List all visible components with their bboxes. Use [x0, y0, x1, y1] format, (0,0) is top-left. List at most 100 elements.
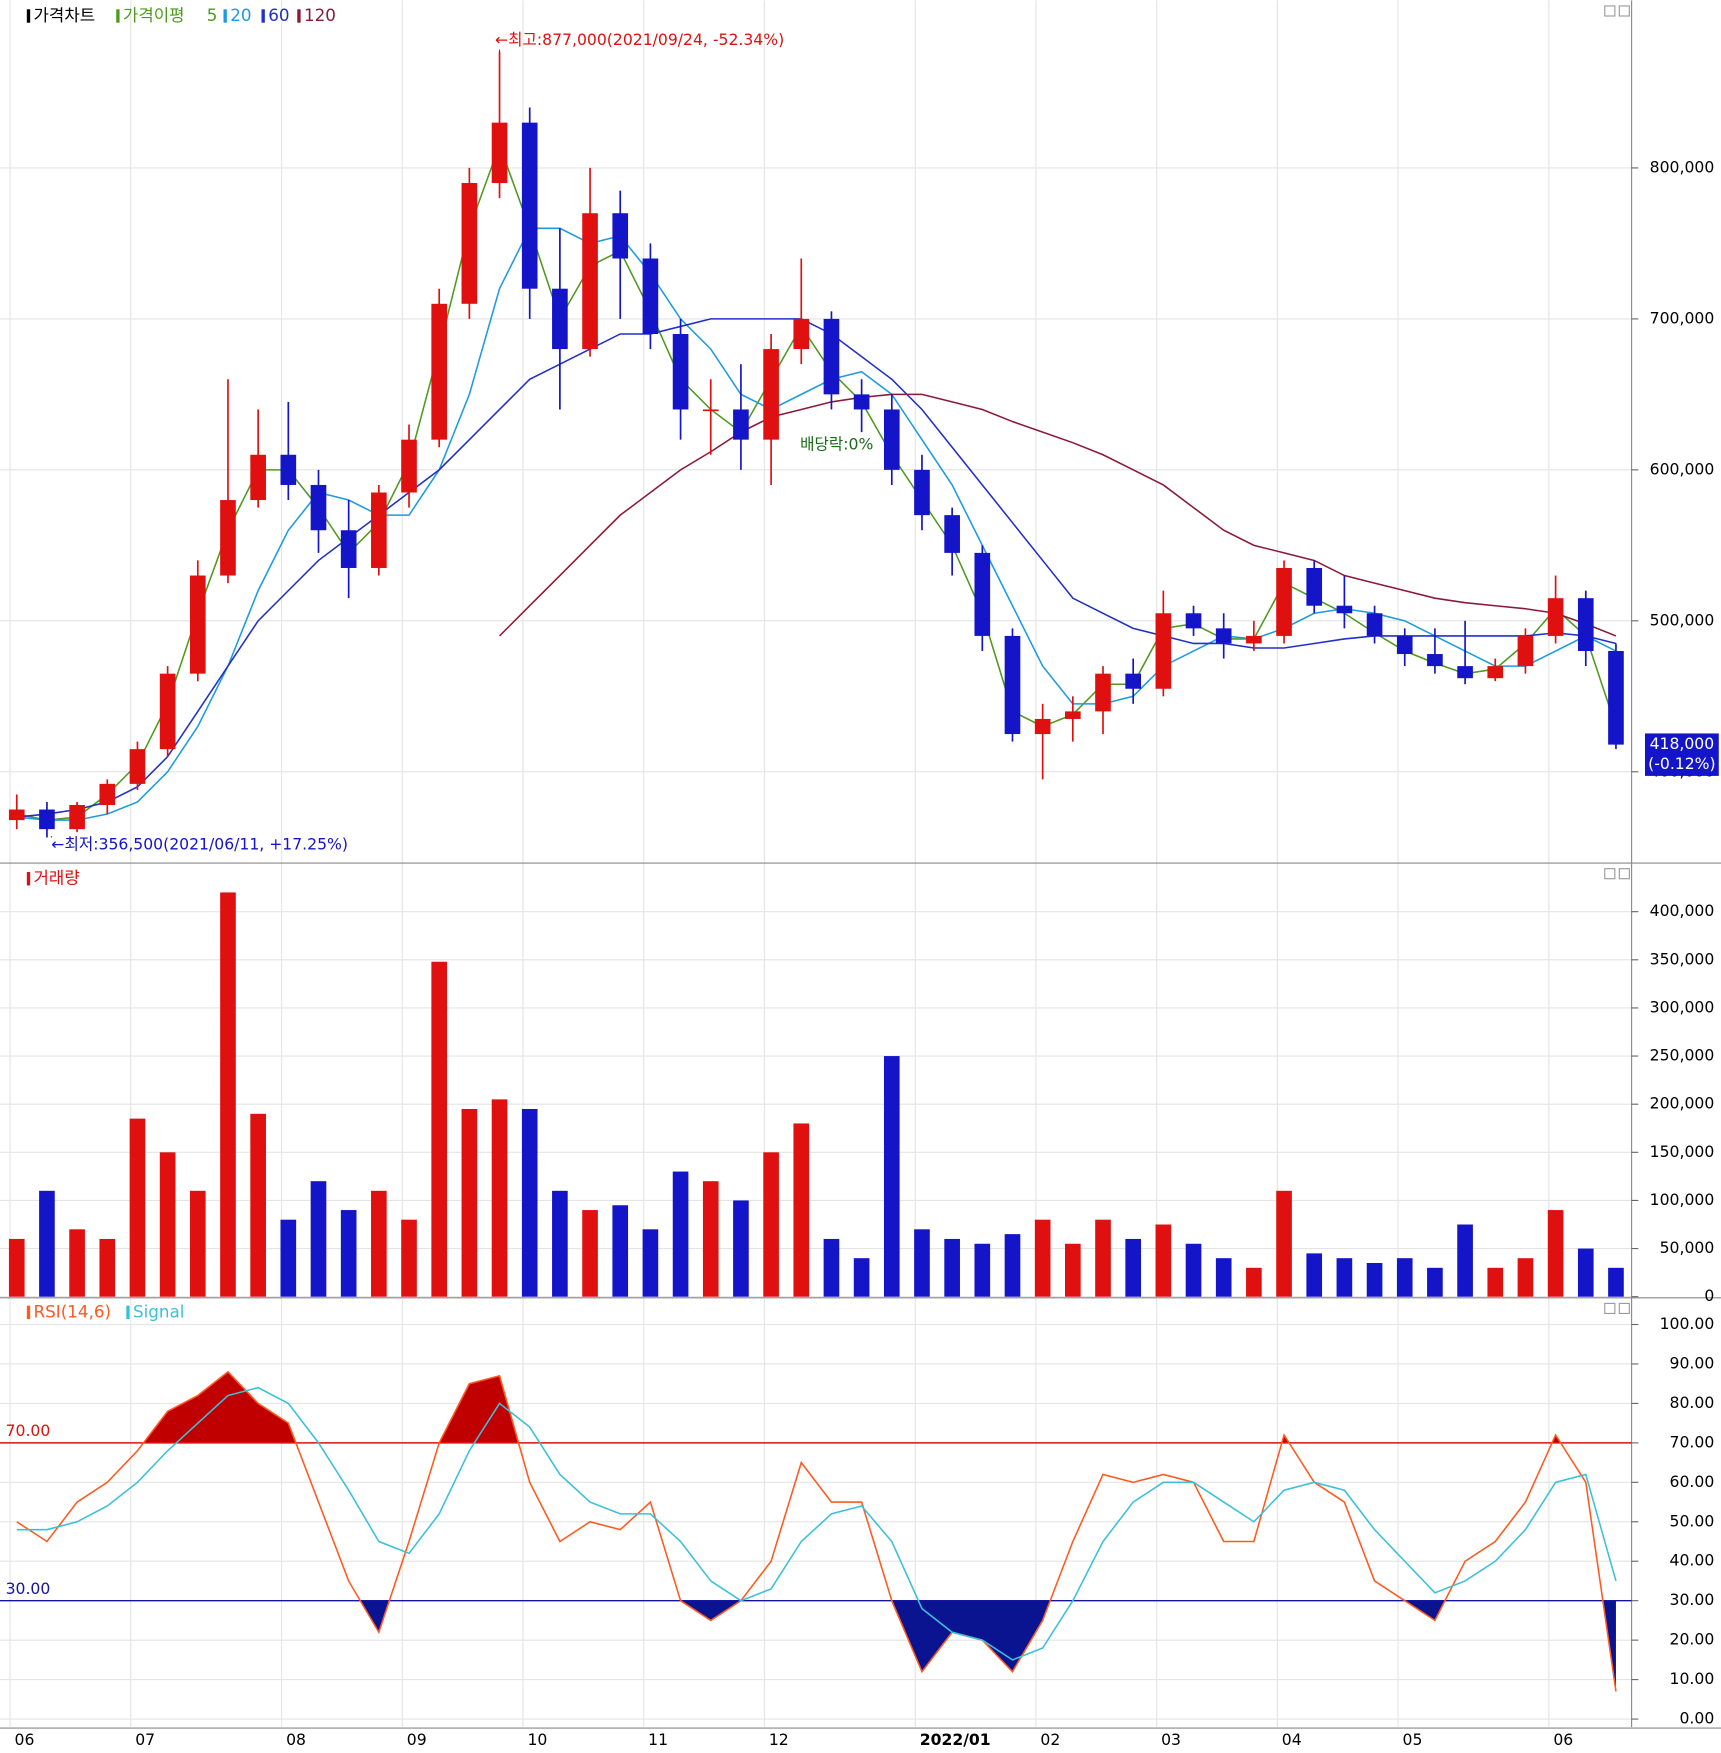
- volume-bar: [914, 1229, 930, 1297]
- x-tick-label: 12: [769, 1730, 789, 1749]
- candle-body: [1517, 635, 1534, 667]
- volume-bar: [793, 1123, 810, 1297]
- panel-button[interactable]: [1618, 5, 1630, 17]
- x-tick-label: 04: [1282, 1730, 1302, 1749]
- y-tick-label: 600,000: [1650, 459, 1715, 478]
- candle-body: [99, 783, 116, 805]
- candle-body: [159, 673, 176, 750]
- x-tick-label: 07: [135, 1730, 155, 1749]
- volume-bar: [220, 892, 236, 1297]
- candle-body: [1185, 613, 1202, 629]
- x-tick-label: 08: [286, 1730, 306, 1749]
- x-tick-label: 06: [1553, 1730, 1573, 1749]
- volume-bar: [1306, 1253, 1323, 1297]
- legend-label: 5: [207, 5, 218, 25]
- last-price: 418,000: [1650, 734, 1715, 753]
- panel-button[interactable]: [1618, 1302, 1630, 1315]
- last-price-box: [1645, 733, 1719, 776]
- candle-body: [612, 213, 629, 259]
- legend-swatch: [26, 1305, 31, 1320]
- panel-button[interactable]: [1618, 868, 1630, 880]
- candle-body: [129, 749, 146, 784]
- panel-button[interactable]: [1604, 1302, 1616, 1315]
- volume-bar: [1487, 1267, 1504, 1297]
- volume-bar: [1336, 1258, 1353, 1297]
- y-tick-label: 100,000: [1650, 1190, 1715, 1209]
- legend-swatch: [116, 9, 120, 23]
- rsi-line: [16, 1386, 1617, 1661]
- y-tick-label: 150,000: [1650, 1142, 1715, 1161]
- y-tick-label: 800,000: [1650, 157, 1715, 176]
- x-tick-label: 10: [527, 1730, 547, 1749]
- volume-bar: [250, 1113, 266, 1297]
- overbought-area: [16, 1371, 1616, 1443]
- oversold-label: 30.00: [6, 1579, 51, 1598]
- y-tick-label: 200,000: [1650, 1094, 1715, 1113]
- high-annotation: ←최고:877,000(2021/09/24, -52.34%): [495, 30, 784, 49]
- volume-bar: [521, 1108, 538, 1297]
- legend-label: 120: [304, 5, 336, 25]
- y-tick-label: 80.00: [1670, 1393, 1715, 1412]
- volume-bar: [159, 1152, 176, 1297]
- candle-body: [914, 469, 930, 516]
- candle-body: [39, 809, 55, 830]
- candle-body: [1155, 613, 1172, 689]
- candle-body: [220, 500, 236, 576]
- moving-average: [16, 318, 1617, 818]
- x-tick-label: 11: [648, 1730, 668, 1749]
- y-tick-label: 300,000: [1650, 997, 1715, 1016]
- y-tick-label: 0: [1704, 1286, 1714, 1305]
- volume-bar: [1396, 1258, 1413, 1297]
- volume-bar: [702, 1181, 719, 1297]
- panel-button[interactable]: [1604, 5, 1616, 17]
- y-tick-label: 350,000: [1650, 949, 1715, 968]
- candle-body: [582, 213, 598, 350]
- volume-bar: [1155, 1224, 1172, 1297]
- candle-body: [371, 492, 387, 568]
- candle-body: [1004, 635, 1021, 735]
- volume-bar: [1608, 1267, 1624, 1297]
- candle-body: [763, 349, 779, 440]
- candle-body: [883, 409, 900, 470]
- candle-body: [702, 409, 719, 412]
- candle-body: [1396, 635, 1413, 655]
- y-tick-label: 60.00: [1670, 1472, 1715, 1491]
- volume-bar: [371, 1190, 387, 1297]
- legend-swatch: [26, 9, 31, 23]
- candle-body: [974, 552, 991, 636]
- candle-body: [431, 303, 448, 440]
- volume-bar: [431, 961, 448, 1297]
- candle-body: [1306, 567, 1323, 606]
- candle-body: [1336, 605, 1353, 614]
- volume-bar: [39, 1190, 55, 1297]
- y-tick-label: 700,000: [1650, 308, 1715, 327]
- candle-body: [1427, 654, 1443, 667]
- candle-body: [733, 409, 749, 440]
- candle-body: [401, 439, 417, 493]
- volume-bar: [1427, 1267, 1443, 1297]
- dividend-annotation: 배당락:0%: [800, 435, 873, 454]
- candle-body: [1215, 628, 1232, 644]
- volume-bar: [280, 1219, 297, 1297]
- volume-bar: [883, 1056, 900, 1297]
- panel-button[interactable]: [1604, 868, 1616, 880]
- volume-bar: [1185, 1243, 1202, 1297]
- volume-bar: [672, 1171, 689, 1297]
- legend-label: 거래량: [34, 868, 80, 888]
- legend-label: Signal: [133, 1301, 184, 1321]
- y-tick-label: 100.00: [1660, 1314, 1715, 1333]
- candle-body: [853, 394, 870, 410]
- candle-body: [1095, 673, 1111, 712]
- volume-bar: [552, 1190, 568, 1297]
- volume-bar: [1276, 1190, 1292, 1297]
- last-change: (-0.12%): [1648, 754, 1715, 773]
- x-tick-label: 09: [407, 1730, 427, 1749]
- volume-bar: [461, 1108, 478, 1297]
- volume-bar: [1366, 1263, 1383, 1297]
- volume-bar: [1246, 1267, 1262, 1297]
- volume-bar: [733, 1200, 749, 1297]
- candle-body: [793, 318, 810, 350]
- candle-body: [1034, 718, 1051, 735]
